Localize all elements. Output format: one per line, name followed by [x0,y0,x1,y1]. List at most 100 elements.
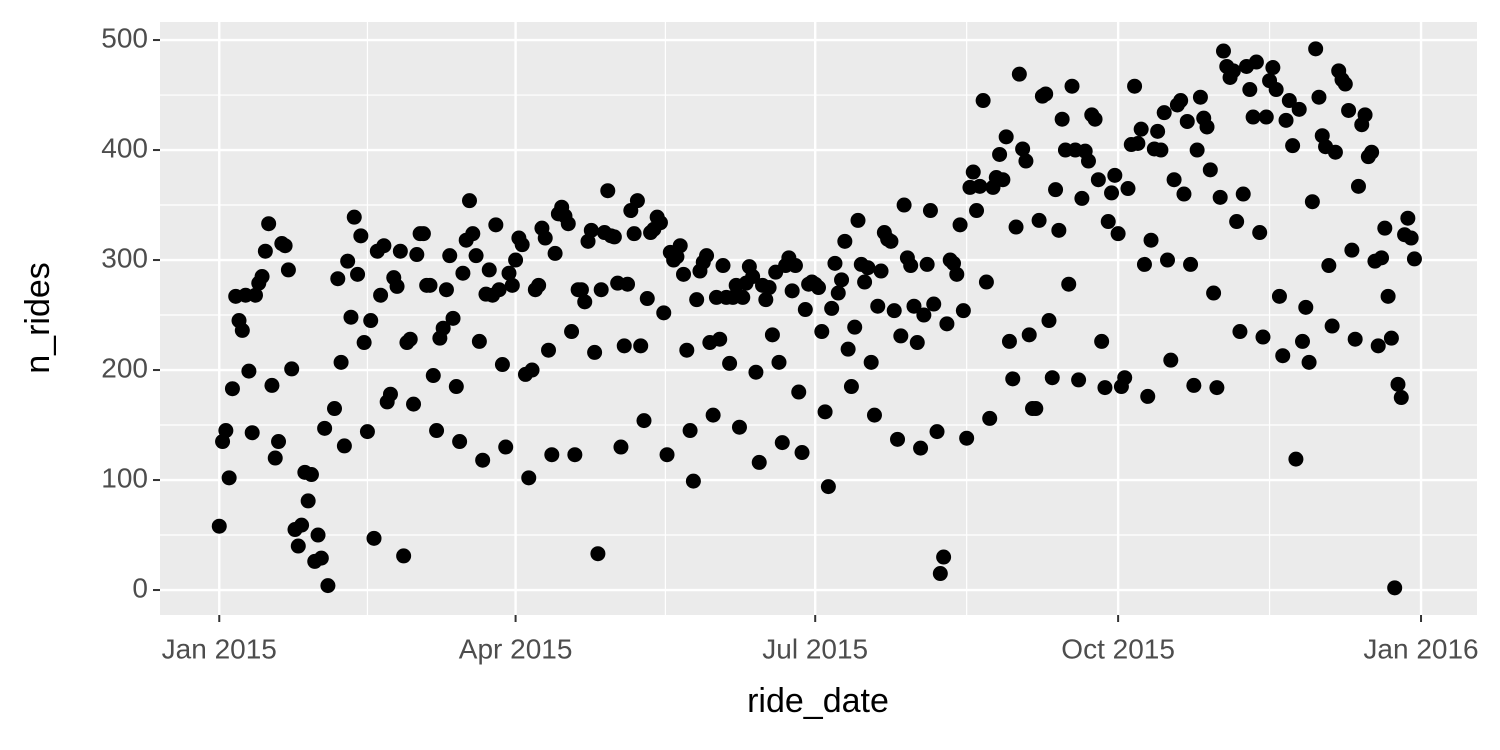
point [1186,377,1202,393]
point [975,93,991,109]
point [494,357,510,373]
point [830,285,846,301]
point [488,217,504,233]
point [613,439,629,455]
point [936,549,952,565]
point [1255,329,1271,345]
point [396,548,412,564]
x-tick-label: Jan 2016 [1363,633,1478,664]
point [340,253,356,269]
point [1291,101,1307,117]
point [284,361,300,377]
point [1380,288,1396,304]
point [1304,194,1320,210]
point [221,470,237,486]
point [1199,119,1215,135]
point [1176,186,1192,202]
point [1080,153,1096,169]
point [336,438,352,454]
point [327,401,343,417]
point [1265,60,1281,76]
point [1206,285,1222,301]
point [1285,138,1301,154]
point [1094,333,1110,349]
point [392,243,408,259]
point [1350,178,1366,194]
point [577,294,593,310]
point [300,493,316,509]
point [774,435,790,451]
point [748,364,764,380]
point [264,377,280,393]
point [787,258,803,274]
point [1212,189,1228,205]
point [1018,153,1034,169]
point [1383,330,1399,346]
point [313,550,329,566]
point [1054,111,1070,127]
point [909,335,925,351]
point [1403,230,1419,246]
point [471,333,487,349]
point [498,439,514,455]
point [1192,89,1208,105]
point [1166,172,1182,188]
point [1281,93,1297,109]
point [491,282,507,298]
x-axis-title: ride_date [747,682,889,720]
point [1258,109,1274,125]
point [1225,63,1241,79]
point [863,354,879,370]
point [435,320,451,336]
point [445,310,461,326]
y-tick-label: 200 [101,352,148,383]
point [438,282,454,298]
point [402,331,418,347]
point [468,248,484,264]
point [715,258,731,274]
point [211,518,227,534]
point [1143,232,1159,248]
point [932,566,948,582]
point [814,324,830,340]
point [1153,142,1169,158]
point [1248,54,1264,70]
point [689,292,705,308]
point [415,226,431,242]
point [751,454,767,470]
y-axis-title: n_rides [19,262,57,374]
point [501,265,517,281]
point [524,362,540,378]
point [1189,142,1205,158]
point [409,247,425,263]
point [998,129,1014,145]
point [290,538,306,554]
point [1183,256,1199,272]
point [1090,172,1106,188]
axes: 0 100 200 300 400 500 Jan 2015 Apr 2015 Jul 2015… [101,22,1478,664]
point [1268,82,1284,98]
point [1097,380,1113,396]
point [791,384,807,400]
point [280,262,296,278]
point [817,404,833,420]
point [1215,43,1231,59]
point [320,578,336,594]
point [1179,113,1195,129]
point [992,146,1008,162]
point [745,269,761,285]
point [1005,371,1021,387]
point [685,473,701,489]
point [547,245,563,261]
point [1011,66,1027,82]
y-tick-label: 400 [101,132,148,163]
point [254,269,270,285]
point [1327,144,1343,160]
x-tick-label: Apr 2015 [459,633,573,664]
point [521,470,537,486]
point [356,335,372,351]
point [442,248,458,264]
point [1308,41,1324,57]
point [1229,214,1245,230]
point [890,431,906,447]
